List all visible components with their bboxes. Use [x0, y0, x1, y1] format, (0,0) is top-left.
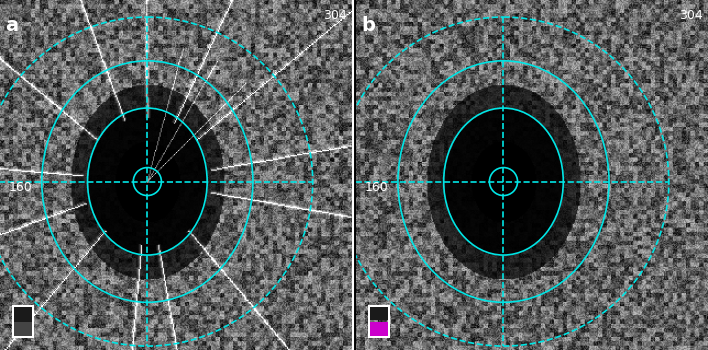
- Text: 160: 160: [365, 181, 389, 194]
- FancyBboxPatch shape: [14, 322, 32, 336]
- FancyBboxPatch shape: [370, 307, 388, 321]
- Text: a: a: [6, 16, 18, 35]
- Text: 304: 304: [323, 9, 346, 22]
- FancyBboxPatch shape: [370, 322, 388, 336]
- Text: 160: 160: [8, 181, 33, 194]
- FancyBboxPatch shape: [14, 307, 32, 322]
- Text: b: b: [362, 16, 375, 35]
- Text: 304: 304: [679, 9, 702, 22]
